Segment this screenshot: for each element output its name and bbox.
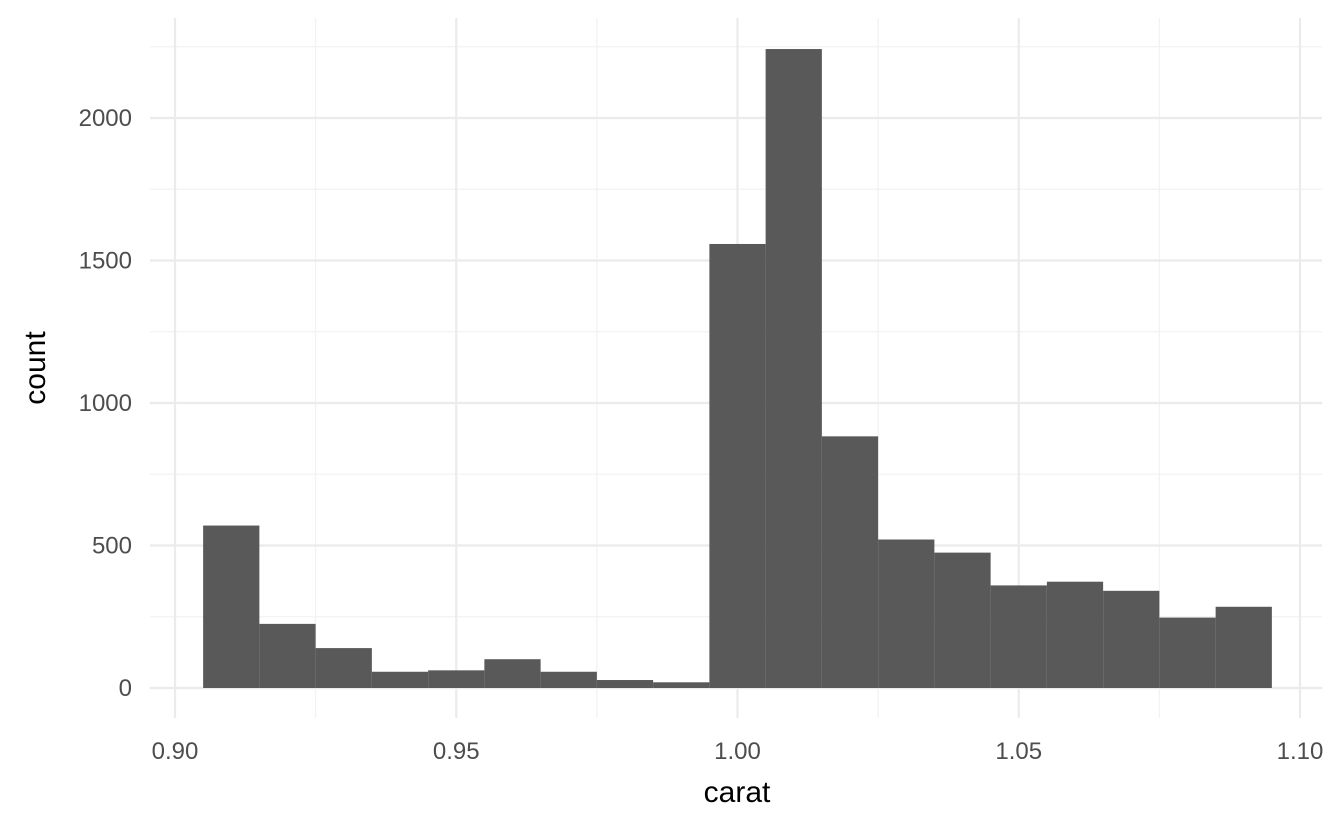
histogram-bar [371, 671, 429, 688]
histogram-bar [203, 525, 260, 688]
y-tick-label: 1500 [79, 248, 132, 275]
histogram-bar [315, 648, 372, 688]
histogram-bar [878, 539, 935, 688]
histogram-bar [821, 436, 879, 688]
y-tick-label: 0 [119, 675, 132, 702]
histogram-bar [1159, 617, 1216, 688]
histogram-bar [1046, 581, 1104, 688]
y-tick-label: 2000 [79, 105, 132, 132]
histogram-bar [765, 49, 822, 688]
x-axis-ticks: 0.90 0.95 1.00 1.05 1.10 [152, 738, 1324, 765]
histogram-bar [1215, 606, 1272, 688]
histogram-bar [540, 671, 597, 688]
y-tick-label: 1000 [79, 390, 132, 417]
histogram-bar [1103, 590, 1160, 688]
histogram-bar [428, 670, 485, 688]
x-tick-label: 1.00 [714, 738, 761, 765]
x-tick-label: 0.95 [433, 738, 480, 765]
y-axis-title: count [19, 331, 52, 405]
histogram-bar [990, 585, 1047, 688]
histogram-bar [596, 680, 654, 688]
x-tick-label: 1.05 [995, 738, 1042, 765]
histogram-bar [934, 552, 991, 688]
histogram-bar [709, 243, 766, 688]
x-axis-title: carat [704, 776, 771, 809]
histogram-bars [203, 49, 1272, 688]
x-tick-label: 1.10 [1277, 738, 1324, 765]
y-axis-ticks: 0 500 1000 1500 2000 [79, 105, 132, 702]
histogram-bar [653, 682, 710, 688]
histogram-bar [484, 659, 541, 688]
histogram-bar [259, 623, 316, 688]
x-tick-label: 0.90 [152, 738, 199, 765]
y-tick-label: 500 [92, 533, 132, 560]
